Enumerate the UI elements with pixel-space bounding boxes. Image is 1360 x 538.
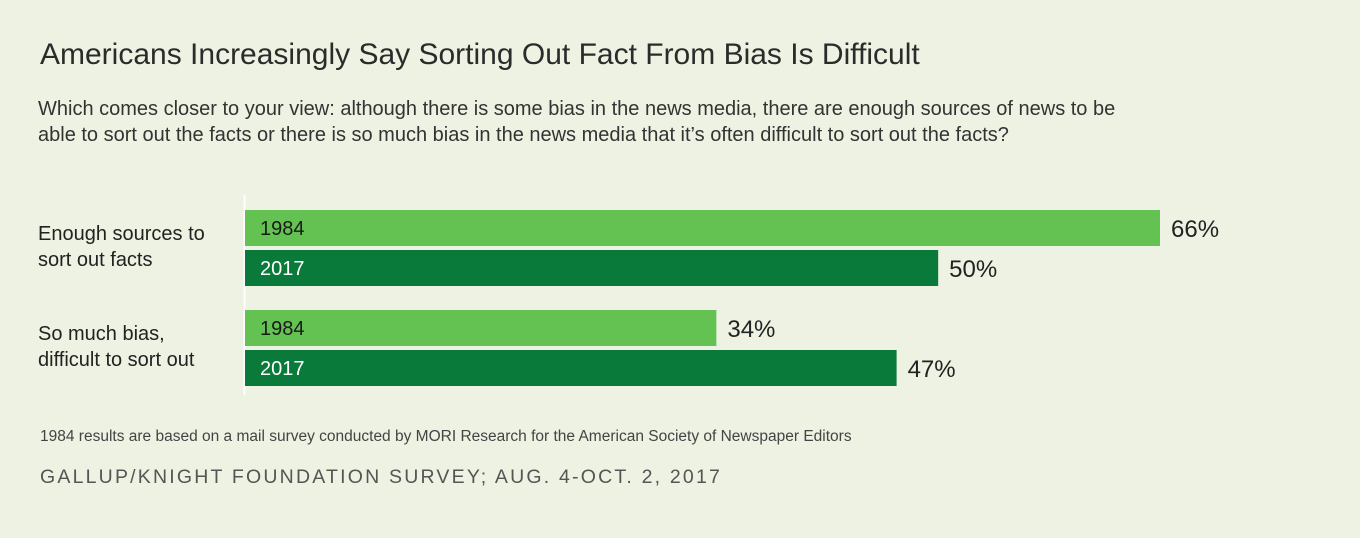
data-label: 34% (727, 316, 775, 343)
bar-series-label: 1984 (260, 318, 305, 340)
bar-series-label: 1984 (260, 218, 305, 240)
data-label: 50% (949, 256, 997, 283)
bar (245, 350, 897, 386)
bar (245, 210, 1160, 246)
data-label: 47% (908, 356, 956, 383)
footnote: 1984 results are based on a mail survey … (40, 428, 852, 445)
category-label: Enough sources to sort out facts (38, 223, 205, 271)
source-line: GALLUP/KNIGHT FOUNDATION SURVEY; AUG. 4-… (40, 466, 723, 488)
bar-series-label: 2017 (260, 258, 305, 280)
bar (245, 250, 939, 286)
chart-title: Americans Increasingly Say Sorting Out F… (40, 38, 920, 71)
bar (245, 310, 717, 346)
bar-chart: Enough sources to sort out facts 1984 66% 20… (38, 195, 1219, 395)
bar-series-label: 2017 (260, 358, 305, 380)
data-label: 66% (1171, 216, 1219, 243)
chart-subtitle: Which comes closer to your view: althoug… (38, 98, 1116, 146)
category-label: So much bias, difficult to sort out (38, 323, 195, 371)
